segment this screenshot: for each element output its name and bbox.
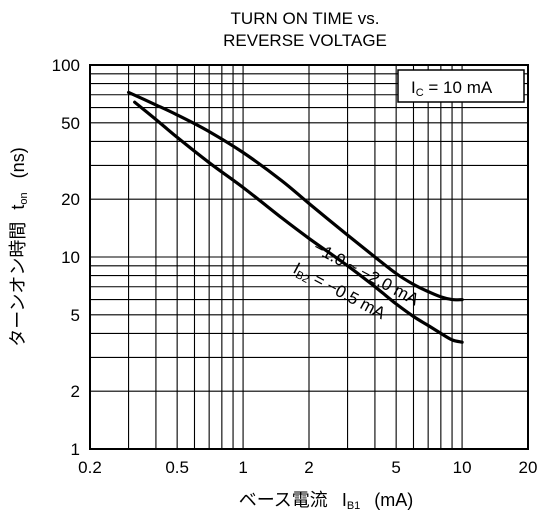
x-tick-label: 0.5: [165, 458, 189, 477]
legend-box: IC = 10 mA: [397, 69, 525, 103]
y-tick-label: 50: [61, 114, 80, 133]
legend-symbol: I: [411, 78, 416, 97]
legend-value: = 10 mA: [424, 78, 493, 97]
x-axis-label-prefix: ベース電流: [239, 490, 328, 510]
y-tick-label: 5: [71, 306, 80, 325]
vertical-gridlines: [128, 65, 463, 449]
y-axis-label-subscript: on: [18, 192, 30, 204]
x-tick-label: 5: [391, 458, 400, 477]
series-2-line: [133, 100, 464, 344]
y-tick-label: 1: [71, 440, 80, 459]
x-tick-label: 0.2: [78, 458, 102, 477]
chart-title-line-2: REVERSE VOLTAGE: [223, 31, 387, 50]
y-tick-label: 100: [52, 56, 80, 75]
x-tick-label: 10: [453, 458, 472, 477]
series-2-label-subscript: B2: [293, 269, 311, 286]
y-axis-label-symbol: t: [8, 205, 28, 210]
x-tick-label: 2: [304, 458, 313, 477]
y-tick-label: 2: [71, 382, 80, 401]
y-axis-label-prefix: ターンオン時間: [8, 222, 28, 347]
x-tick-labels: 0.2 0.5 1 2 5 10 20: [78, 458, 537, 477]
x-axis-label-subscript: B1: [347, 500, 360, 512]
y-tick-label: 20: [61, 190, 80, 209]
legend-text: IC = 10 mA: [411, 78, 493, 99]
y-axis-label-unit: (ns): [8, 147, 28, 178]
y-axis-label: ターンオン時間 ton (ns): [8, 147, 30, 346]
series-layer: [127, 90, 464, 344]
x-tick-label: 1: [238, 458, 247, 477]
legend-frame: [397, 69, 525, 103]
x-axis-label-unit: (mA): [374, 490, 413, 510]
x-tick-label: 20: [519, 458, 538, 477]
plot-frame: [89, 64, 529, 450]
y-tick-label: 10: [61, 248, 80, 267]
series-1-line: [127, 90, 464, 302]
x-axis-label: ベース電流 IB1 (mA): [239, 490, 414, 512]
y-tick-labels: 1 2 5 10 20 50 100: [52, 56, 80, 459]
chart-title-line-1: TURN ON TIME vs.: [231, 9, 380, 28]
legend-subscript: C: [416, 87, 424, 99]
x-axis-label-symbol: I: [342, 490, 347, 510]
